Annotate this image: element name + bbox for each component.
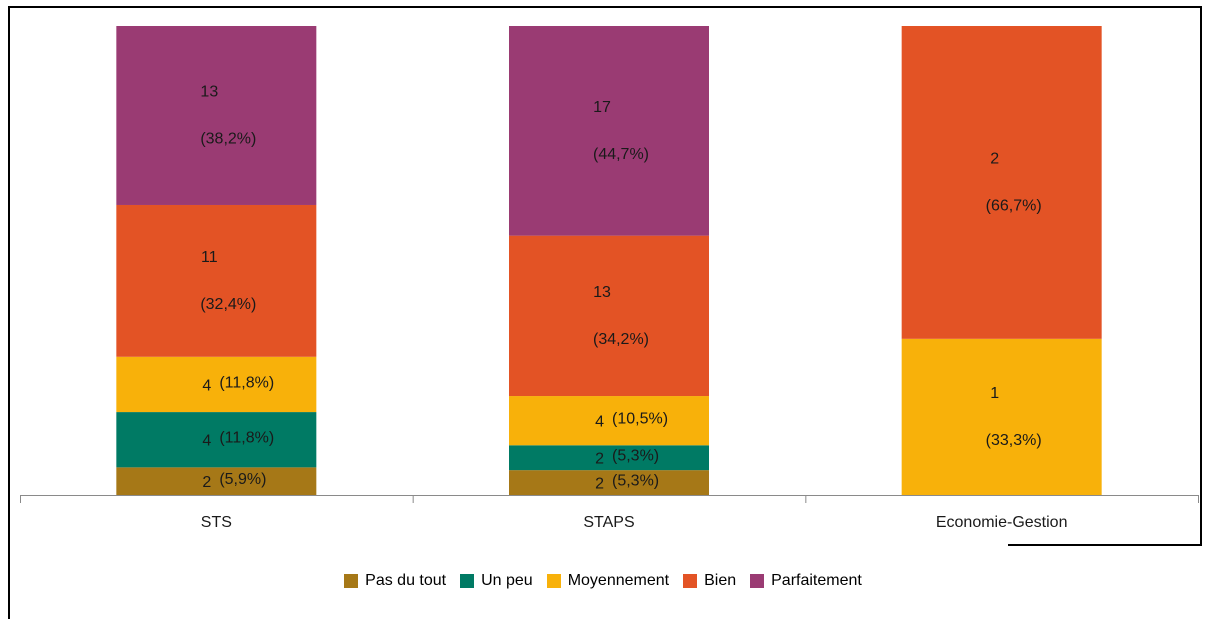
bar-segment bbox=[116, 356, 317, 413]
bar-percent-label: (11,8%) bbox=[219, 430, 274, 447]
bar-segment bbox=[901, 26, 1102, 339]
bar-segment bbox=[116, 467, 317, 495]
x-tick-label: STS bbox=[201, 514, 232, 531]
bar-count-label: 2 bbox=[595, 476, 604, 493]
bar-segment bbox=[116, 26, 317, 205]
bar-segment bbox=[116, 204, 317, 357]
bar-count-label: 11 bbox=[201, 249, 218, 266]
legend-item: Un peu bbox=[460, 572, 533, 590]
frame-border-bottom bbox=[1008, 544, 1202, 546]
legend-label: Moyennement bbox=[567, 572, 670, 589]
bar-percent-label: (32,4%) bbox=[200, 296, 256, 313]
bar-segment bbox=[901, 338, 1102, 495]
bar-segment bbox=[509, 235, 709, 397]
bar-count-label: 2 bbox=[595, 451, 604, 468]
legend-label: Parfaitement bbox=[771, 572, 862, 589]
bar-percent-label: (10,5%) bbox=[612, 411, 668, 428]
bar-percent-label: (44,7%) bbox=[593, 146, 649, 163]
bar-count-label: 4 bbox=[202, 433, 211, 450]
legend-item: Moyennement bbox=[546, 572, 670, 590]
bar-count-label: 4 bbox=[595, 414, 604, 431]
bar-percent-label: (38,2%) bbox=[200, 130, 256, 147]
bar-percent-label: (34,2%) bbox=[593, 331, 649, 348]
legend-swatch bbox=[683, 574, 698, 588]
x-tick-label: STAPS bbox=[583, 514, 634, 531]
bar-count-label: 13 bbox=[593, 284, 611, 301]
bar-segment bbox=[116, 412, 317, 468]
x-tick-label: Economie-Gestion bbox=[936, 514, 1068, 531]
bar-percent-label: (5,3%) bbox=[612, 473, 659, 490]
bar-segment bbox=[509, 470, 709, 495]
bar-segment bbox=[509, 396, 709, 446]
bar-segment bbox=[509, 445, 709, 471]
bar-count-label: 2 bbox=[202, 474, 211, 491]
bar-segment bbox=[509, 26, 709, 236]
legend-swatch bbox=[344, 574, 359, 588]
frame-border-right bbox=[1200, 6, 1202, 546]
bar-count-label: 2 bbox=[990, 150, 999, 167]
bar-percent-label: (5,3%) bbox=[612, 448, 659, 465]
legend-label: Bien bbox=[704, 572, 737, 589]
legend-item: Bien bbox=[683, 572, 736, 590]
legend-label: Un peu bbox=[481, 572, 533, 589]
bar-count-label: 17 bbox=[593, 99, 611, 116]
bar-count-label: 13 bbox=[200, 83, 218, 100]
legend: Pas du tout Un peu Moyennement Bien Parfaite… bbox=[0, 572, 1206, 590]
bar-percent-label: (66,7%) bbox=[986, 197, 1042, 214]
frame-border-top bbox=[8, 6, 1202, 8]
bar-count-label: 1 bbox=[990, 385, 999, 402]
bar-percent-label: (33,3%) bbox=[986, 432, 1042, 449]
legend-swatch bbox=[546, 574, 561, 588]
frame-border-left bbox=[8, 6, 10, 619]
legend-swatch bbox=[750, 574, 765, 588]
legend-item: Pas du tout bbox=[344, 572, 446, 590]
bar-count-label: 4 bbox=[202, 377, 211, 394]
bar-percent-label: (11,8%) bbox=[219, 374, 274, 391]
legend-label: Pas du tout bbox=[365, 572, 447, 589]
bar-percent-label: (5,9%) bbox=[219, 471, 266, 488]
legend-swatch bbox=[460, 574, 475, 588]
legend-item: Parfaitement bbox=[750, 572, 862, 590]
